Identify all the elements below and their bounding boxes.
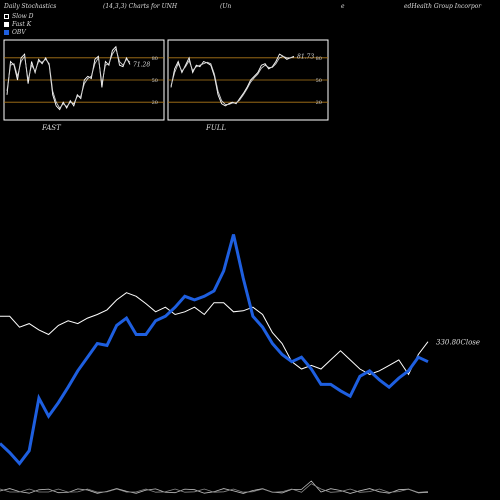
legend-label-slow-d: Slow D xyxy=(12,12,34,20)
fast-tick-80: 80 xyxy=(152,56,158,62)
title-params: (14,3,3) Charts for UNH xyxy=(103,3,178,10)
legend-label-fast-k: Fast K xyxy=(12,20,32,28)
legend-item-fast-k: Fast K xyxy=(4,20,34,28)
legend-label-obv: OBV xyxy=(12,28,26,36)
fast-tick-20: 20 xyxy=(152,100,158,106)
legend-swatch-fast-k xyxy=(4,21,9,27)
full-tick-50: 50 xyxy=(316,78,322,84)
full-series-2 xyxy=(170,55,295,105)
legend-swatch-slow-d xyxy=(4,13,9,19)
fast-panel-label: FAST xyxy=(42,124,61,132)
full-last-value: 81.73 xyxy=(297,53,314,60)
fast-series-2 xyxy=(6,47,131,109)
legend-item-slow-d: Slow D xyxy=(4,12,34,20)
chart-legend: Slow D Fast K OBV xyxy=(4,12,34,36)
title-company-end: edHealth Group Incorpor xyxy=(404,3,482,10)
legend-swatch-obv xyxy=(4,29,9,35)
legend-item-obv: OBV xyxy=(4,28,34,36)
fast-last-value: 71.28 xyxy=(133,61,150,68)
obv-line xyxy=(0,234,429,466)
fast-tick-50: 50 xyxy=(152,78,158,84)
full-tick-20: 20 xyxy=(316,100,322,106)
volume-line-1 xyxy=(0,480,429,494)
title-company-start: (Un xyxy=(220,3,232,10)
volume-line-2 xyxy=(0,483,429,493)
title-company-mid: e xyxy=(341,3,345,10)
close-price-label: 330.80Close xyxy=(436,339,480,347)
title-indicator: Daily Stochastics xyxy=(4,3,57,10)
price-line xyxy=(0,292,429,376)
full-panel-label: FULL xyxy=(206,124,227,132)
full-tick-80: 80 xyxy=(316,56,322,62)
